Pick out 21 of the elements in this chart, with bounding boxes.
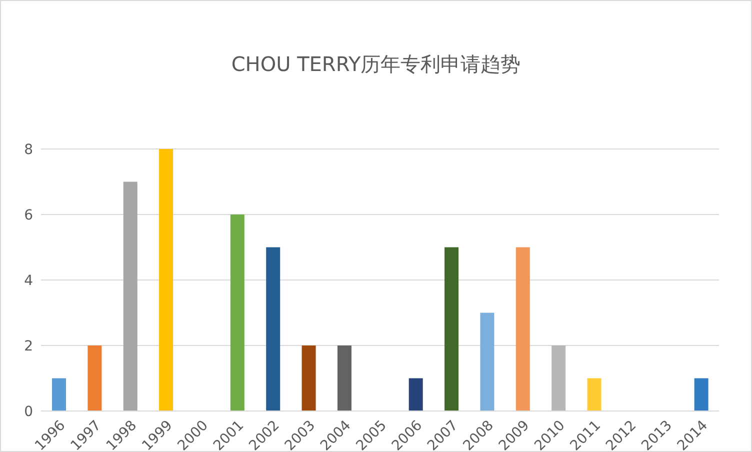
y-tick-label: 6 [24, 207, 34, 224]
bar [159, 149, 174, 411]
bar [516, 247, 530, 411]
y-tick-label: 8 [24, 142, 33, 158]
bar [266, 247, 280, 411]
chart-title: CHOU TERRY历年专利申请趋势 [230, 51, 522, 78]
bar [88, 346, 102, 411]
bar [480, 312, 494, 411]
bar [302, 346, 316, 411]
bar [552, 346, 566, 411]
bar [123, 182, 138, 411]
bar [694, 378, 708, 411]
y-tick-label: 4 [24, 272, 34, 289]
bar [230, 214, 244, 411]
y-tick-label: 0 [24, 404, 33, 420]
bar [408, 378, 423, 411]
bar [337, 346, 352, 411]
bar [587, 378, 602, 411]
bar [52, 378, 66, 411]
y-tick-label: 2 [24, 338, 33, 354]
bar [444, 247, 459, 411]
